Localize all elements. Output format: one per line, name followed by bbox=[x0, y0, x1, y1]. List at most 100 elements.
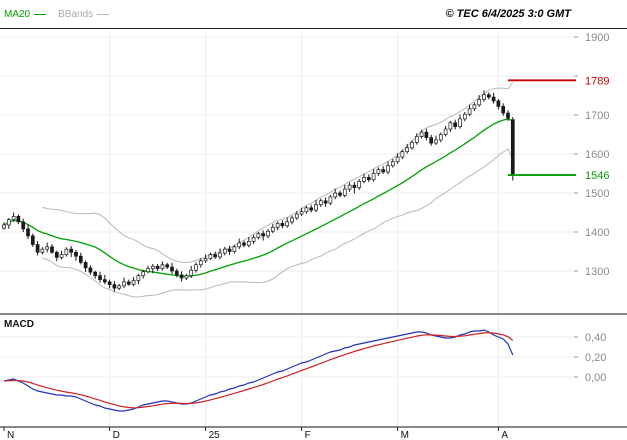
candle-body bbox=[122, 281, 126, 287]
candle-body bbox=[131, 280, 136, 285]
level-label: 1789 bbox=[585, 75, 609, 87]
candle-body bbox=[400, 151, 405, 158]
candle-body bbox=[232, 246, 237, 252]
chart-canvas: 1900 1700 1600 1500 1400 1300 1789 1546 MACD 0,40… bbox=[0, 31, 627, 439]
candle-body bbox=[333, 192, 338, 198]
x-axis: N D 25 F M A bbox=[3, 427, 508, 439]
candle-body bbox=[30, 235, 35, 245]
candle-body bbox=[45, 246, 50, 250]
candle-body bbox=[280, 223, 285, 227]
legend-item-ma20: MA20 bbox=[4, 8, 47, 20]
candle-body bbox=[309, 207, 314, 211]
x-axis-label: N bbox=[7, 430, 14, 439]
legend-bbands-label: BBands bbox=[58, 8, 94, 20]
candle-body bbox=[414, 136, 419, 143]
candle-body bbox=[342, 188, 347, 196]
candle-body bbox=[434, 139, 438, 144]
candle-body bbox=[501, 106, 506, 114]
candle-body bbox=[126, 281, 131, 285]
candle-body bbox=[294, 213, 299, 219]
candle-body bbox=[318, 200, 323, 206]
candle-body bbox=[203, 258, 208, 262]
macd-panel-label: MACD bbox=[4, 319, 34, 330]
candle-body bbox=[328, 196, 333, 204]
candle-body bbox=[438, 134, 443, 141]
macd-signal-line bbox=[3, 332, 514, 409]
candle-body bbox=[21, 221, 26, 230]
candle-body bbox=[160, 264, 165, 270]
price-tick-label: 1300 bbox=[585, 266, 609, 278]
copyright-text: © TEC 6/4/2025 3:0 GMT bbox=[445, 8, 572, 20]
candle-body bbox=[472, 104, 477, 110]
candle-body bbox=[26, 228, 30, 237]
candle-body bbox=[251, 237, 256, 242]
macd-line bbox=[3, 329, 514, 412]
legend-ma20-label: MA20 bbox=[4, 8, 31, 20]
price-tick-label: 1700 bbox=[585, 110, 609, 122]
candle-body bbox=[429, 137, 434, 144]
macd-series: MACD 0,40 0,20 0,00 bbox=[0, 319, 606, 412]
ma20-polyline bbox=[3, 118, 514, 277]
candle-body bbox=[462, 113, 467, 120]
candle-body bbox=[150, 265, 155, 270]
candle-body bbox=[102, 279, 107, 283]
candle-body bbox=[270, 226, 275, 232]
candle-body bbox=[107, 281, 112, 285]
candle-body bbox=[35, 244, 40, 253]
candle-body bbox=[117, 285, 122, 289]
candle-body bbox=[222, 248, 227, 254]
candle-body bbox=[237, 242, 242, 248]
candle-body bbox=[40, 248, 45, 253]
candle-body bbox=[16, 216, 21, 223]
x-axis-label: A bbox=[501, 430, 508, 439]
candle-body bbox=[347, 184, 352, 190]
candle-body bbox=[304, 207, 309, 213]
candle-body bbox=[93, 271, 98, 277]
candlestick-series bbox=[2, 90, 515, 292]
candle-body bbox=[275, 223, 280, 228]
level-label: 1546 bbox=[585, 170, 609, 182]
chart-header: MA20 BBands © TEC 6/4/2025 3:0 GMT bbox=[0, 0, 627, 29]
candle-body bbox=[69, 248, 74, 253]
candle-body bbox=[366, 177, 371, 181]
macd-tick-label: 0,00 bbox=[585, 372, 606, 384]
candle-body bbox=[448, 122, 453, 130]
candle-body bbox=[189, 269, 194, 277]
candle-body bbox=[386, 165, 390, 173]
candle-body bbox=[424, 131, 429, 138]
candle-body bbox=[256, 233, 261, 238]
candle-body bbox=[362, 177, 366, 182]
candle-body bbox=[491, 96, 496, 102]
candle-body bbox=[83, 262, 88, 269]
candle-body bbox=[338, 192, 342, 196]
candle-body bbox=[261, 233, 266, 237]
candle-body bbox=[453, 122, 458, 128]
candle-body bbox=[165, 264, 170, 268]
candle-body bbox=[88, 267, 93, 273]
price-tick-label: 1600 bbox=[585, 149, 609, 161]
macd-tick-label: 0,20 bbox=[585, 352, 606, 364]
candle-body bbox=[285, 221, 290, 227]
candle-body bbox=[54, 251, 59, 258]
price-tick-label: 1900 bbox=[585, 32, 609, 44]
candle-body bbox=[184, 275, 189, 279]
x-axis-label: F bbox=[305, 430, 311, 439]
candle-body bbox=[170, 266, 174, 272]
candle-body bbox=[98, 275, 102, 280]
ma20-line-swatch bbox=[34, 13, 47, 15]
candle-body bbox=[410, 141, 414, 149]
candle-body bbox=[141, 271, 146, 277]
candle-body bbox=[64, 248, 69, 255]
candle-body bbox=[59, 254, 64, 258]
candle-body bbox=[323, 200, 328, 204]
candle-body bbox=[496, 100, 501, 107]
candle-body bbox=[155, 265, 160, 270]
candle-body bbox=[246, 241, 251, 246]
candle-body bbox=[371, 173, 376, 181]
candle-body bbox=[266, 230, 270, 237]
bbands-lower-line bbox=[42, 148, 514, 298]
candle-body bbox=[78, 255, 83, 263]
candle-body bbox=[74, 251, 78, 257]
candle-body bbox=[208, 254, 213, 259]
